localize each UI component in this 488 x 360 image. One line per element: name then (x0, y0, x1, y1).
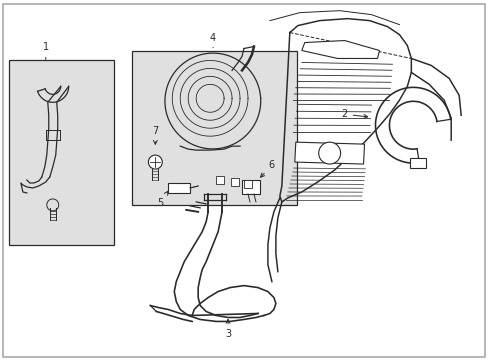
Text: 5: 5 (157, 191, 168, 208)
Circle shape (47, 199, 59, 211)
Bar (242, 180, 260, 194)
Bar (216, 176, 224, 184)
Bar (230, 178, 239, 186)
Circle shape (148, 155, 162, 169)
Bar (168, 183, 190, 193)
Text: 2: 2 (341, 109, 367, 119)
Polygon shape (301, 41, 379, 58)
Bar (244, 180, 251, 188)
Bar (132, 50, 296, 205)
Text: 6: 6 (260, 160, 274, 177)
Circle shape (318, 142, 340, 164)
Polygon shape (294, 142, 364, 164)
Text: 1: 1 (42, 42, 49, 53)
Text: 7: 7 (152, 126, 158, 144)
Bar (9, 60, 113, 245)
Bar (409, 158, 425, 168)
Text: 3: 3 (224, 319, 231, 339)
Text: 4: 4 (210, 32, 216, 42)
